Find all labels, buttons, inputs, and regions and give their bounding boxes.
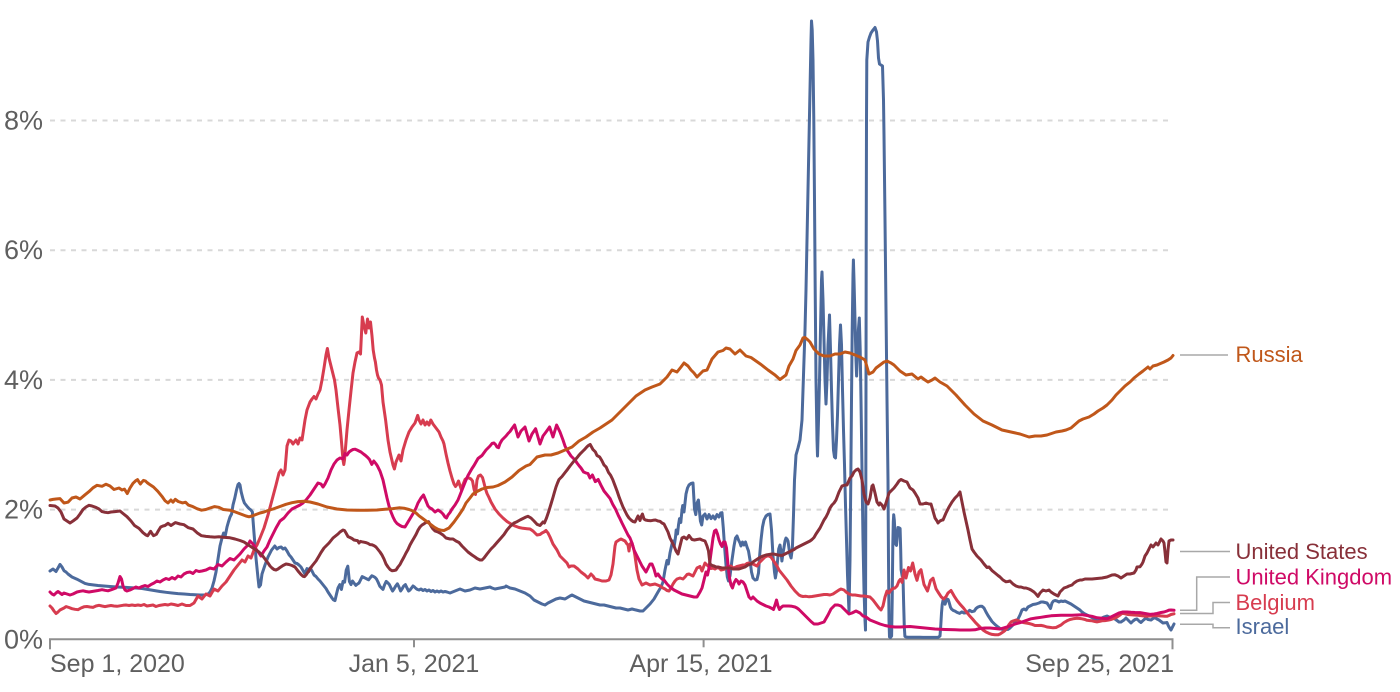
svg-text:0%: 0% (4, 624, 43, 654)
svg-text:6%: 6% (4, 235, 43, 265)
svg-text:Belgium: Belgium (1236, 590, 1315, 615)
svg-text:8%: 8% (4, 106, 43, 136)
svg-text:Israel: Israel (1236, 614, 1290, 639)
svg-text:Jan 5, 2021: Jan 5, 2021 (349, 650, 480, 678)
svg-text:United States: United States (1236, 539, 1368, 564)
svg-text:Apr 15, 2021: Apr 15, 2021 (629, 650, 772, 678)
svg-text:2%: 2% (4, 495, 43, 525)
svg-text:Sep 25, 2021: Sep 25, 2021 (1025, 650, 1174, 678)
svg-text:4%: 4% (4, 365, 43, 395)
svg-text:United Kingdom: United Kingdom (1236, 565, 1393, 590)
svg-text:Sep 1, 2020: Sep 1, 2020 (50, 650, 185, 678)
svg-text:Russia: Russia (1236, 342, 1304, 367)
